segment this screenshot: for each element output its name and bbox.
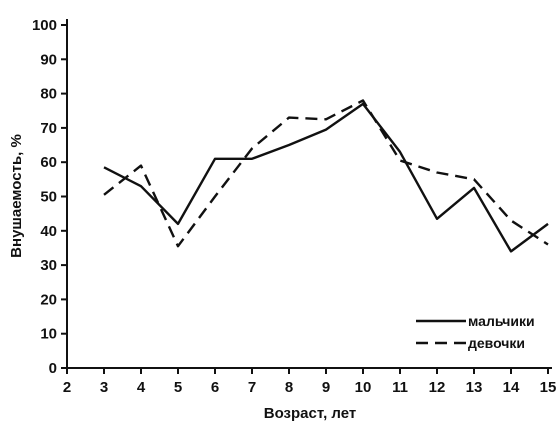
y-tick-label: 90 [40, 51, 57, 68]
y-tick-label: 40 [40, 223, 57, 240]
axes: 0 10 20 30 40 50 60 70 80 90 100 2 3 4 5 6 7 8 9 10 11 12 13 14… [32, 17, 556, 396]
legend-label-1: мальчики [468, 313, 535, 329]
y-axis-title: Внушаемость, % [8, 134, 25, 258]
x-tick-label: 14 [503, 379, 520, 396]
x-tick-label: 5 [174, 379, 182, 396]
x-tick-label: 13 [466, 379, 483, 396]
x-tick-label: 10 [355, 379, 372, 396]
x-tick-label: 7 [248, 379, 256, 396]
x-tick-label: 8 [285, 379, 293, 396]
series-line-1 [103, 102, 549, 253]
y-tick-label: 80 [40, 86, 57, 103]
y-tick-label: 20 [40, 291, 57, 308]
y-tick-label: 60 [40, 154, 57, 171]
y-tick-label: 70 [40, 120, 57, 137]
series-line-2 [103, 99, 549, 248]
legend: мальчики девочки [416, 313, 535, 351]
legend-label-2: девочки [468, 335, 525, 351]
series-layer [103, 99, 549, 253]
y-tick-label: 100 [32, 17, 57, 34]
x-tick-label: 11 [392, 379, 408, 396]
x-tick-label: 2 [63, 379, 71, 396]
y-tick-label: 30 [40, 257, 57, 274]
x-tick-label: 3 [100, 379, 108, 396]
y-tick-label: 0 [49, 360, 57, 377]
x-tick-label: 9 [322, 379, 330, 396]
x-tick-label: 4 [137, 379, 146, 396]
x-tick-label: 12 [429, 379, 446, 396]
x-axis-title: Возраст, лет [264, 405, 356, 422]
x-tick-label: 6 [211, 379, 219, 396]
x-tick-label: 15 [540, 379, 557, 396]
y-tick-label: 10 [40, 326, 57, 343]
y-tick-label: 50 [40, 189, 57, 206]
